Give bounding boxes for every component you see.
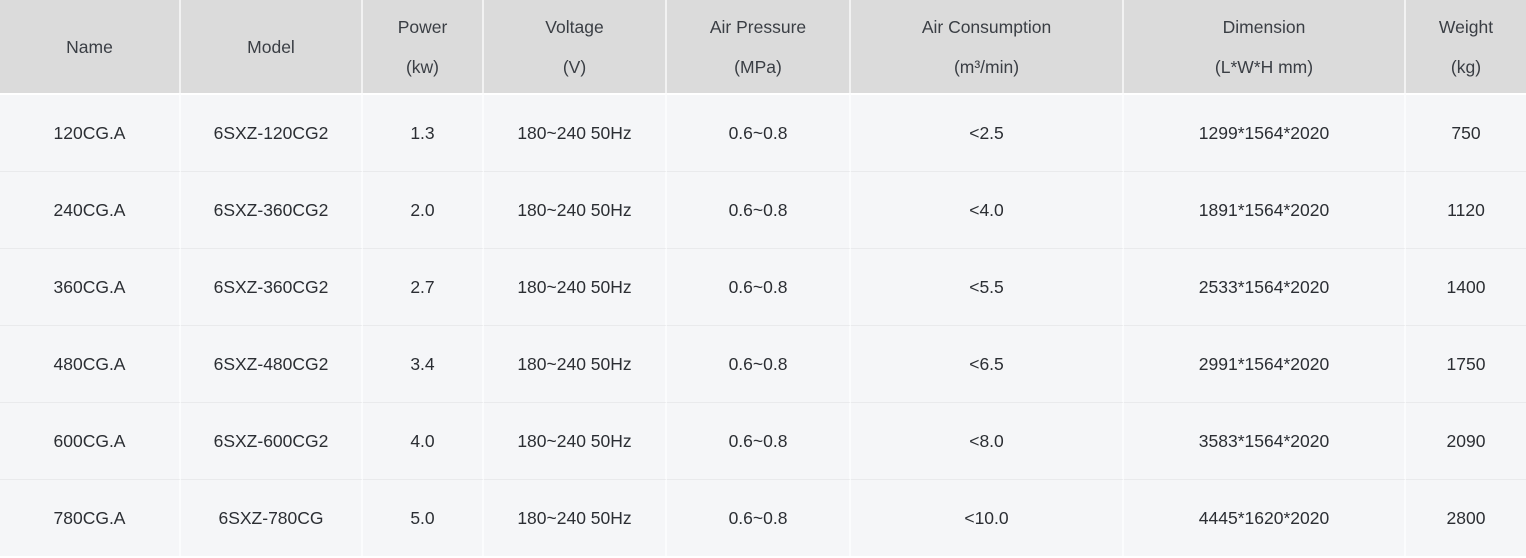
cell-air-consumption: <4.0 — [851, 171, 1124, 248]
col-header-dimension: Dimension (L*W*H mm) — [1124, 0, 1406, 93]
cell-voltage: 180~240 50Hz — [484, 171, 667, 248]
col-header-voltage: Voltage (V) — [484, 0, 667, 93]
table-row: 360CG.A 6SXZ-360CG2 2.7 180~240 50Hz 0.6… — [0, 248, 1526, 325]
cell-model: 6SXZ-360CG2 — [181, 171, 363, 248]
cell-weight: 2090 — [1406, 402, 1526, 479]
cell-power: 5.0 — [363, 479, 484, 556]
col-header-weight: Weight (kg) — [1406, 0, 1526, 93]
col-header-label: Air Consumption — [921, 16, 1052, 37]
col-header-label: Air Pressure — [709, 16, 807, 37]
cell-air-consumption: <10.0 — [851, 479, 1124, 556]
cell-model: 6SXZ-600CG2 — [181, 402, 363, 479]
table-row: 240CG.A 6SXZ-360CG2 2.0 180~240 50Hz 0.6… — [0, 171, 1526, 248]
col-header-air-consumption: Air Consumption (m³/min) — [851, 0, 1124, 93]
cell-air-pressure: 0.6~0.8 — [667, 402, 851, 479]
table-row: 600CG.A 6SXZ-600CG2 4.0 180~240 50Hz 0.6… — [0, 402, 1526, 479]
col-header-power: Power (kw) — [363, 0, 484, 93]
col-header-unit: (V) — [562, 56, 587, 77]
cell-power: 1.3 — [363, 93, 484, 171]
col-header-unit: (MPa) — [734, 56, 782, 77]
cell-dimension: 1891*1564*2020 — [1124, 171, 1406, 248]
table-header: Name Model Power (kw) Voltage (V) Air Pr… — [0, 0, 1526, 93]
header-row: Name Model Power (kw) Voltage (V) Air Pr… — [0, 0, 1526, 93]
cell-model: 6SXZ-480CG2 — [181, 325, 363, 402]
cell-name: 780CG.A — [0, 479, 181, 556]
cell-name: 240CG.A — [0, 171, 181, 248]
cell-name: 480CG.A — [0, 325, 181, 402]
cell-air-pressure: 0.6~0.8 — [667, 479, 851, 556]
cell-air-pressure: 0.6~0.8 — [667, 248, 851, 325]
cell-weight: 1120 — [1406, 171, 1526, 248]
cell-voltage: 180~240 50Hz — [484, 93, 667, 171]
cell-air-pressure: 0.6~0.8 — [667, 93, 851, 171]
cell-voltage: 180~240 50Hz — [484, 325, 667, 402]
col-header-label: Power — [397, 16, 448, 37]
cell-air-consumption: <2.5 — [851, 93, 1124, 171]
cell-model: 6SXZ-360CG2 — [181, 248, 363, 325]
cell-power: 2.7 — [363, 248, 484, 325]
col-header-label: Weight — [1438, 16, 1494, 37]
table-body: 120CG.A 6SXZ-120CG2 1.3 180~240 50Hz 0.6… — [0, 93, 1526, 556]
col-header-unit: (kw) — [405, 56, 440, 77]
cell-model: 6SXZ-780CG — [181, 479, 363, 556]
cell-name: 600CG.A — [0, 402, 181, 479]
col-header-unit: (L*W*H mm) — [1214, 56, 1314, 77]
cell-weight: 750 — [1406, 93, 1526, 171]
col-header-air-pressure: Air Pressure (MPa) — [667, 0, 851, 93]
cell-air-pressure: 0.6~0.8 — [667, 171, 851, 248]
col-header-label: Voltage — [545, 16, 604, 37]
col-header-label: Name — [66, 36, 113, 57]
cell-air-pressure: 0.6~0.8 — [667, 325, 851, 402]
cell-dimension: 2533*1564*2020 — [1124, 248, 1406, 325]
col-header-label: Dimension — [1222, 16, 1306, 37]
cell-dimension: 1299*1564*2020 — [1124, 93, 1406, 171]
cell-air-consumption: <5.5 — [851, 248, 1124, 325]
cell-power: 4.0 — [363, 402, 484, 479]
cell-weight: 1400 — [1406, 248, 1526, 325]
cell-dimension: 3583*1564*2020 — [1124, 402, 1406, 479]
cell-name: 360CG.A — [0, 248, 181, 325]
col-header-label: Model — [247, 36, 295, 57]
cell-name: 120CG.A — [0, 93, 181, 171]
table-row: 120CG.A 6SXZ-120CG2 1.3 180~240 50Hz 0.6… — [0, 93, 1526, 171]
table-row: 480CG.A 6SXZ-480CG2 3.4 180~240 50Hz 0.6… — [0, 325, 1526, 402]
col-header-unit: (m³/min) — [953, 56, 1020, 77]
cell-dimension: 4445*1620*2020 — [1124, 479, 1406, 556]
cell-air-consumption: <6.5 — [851, 325, 1124, 402]
cell-power: 2.0 — [363, 171, 484, 248]
cell-weight: 2800 — [1406, 479, 1526, 556]
col-header-unit: (kg) — [1450, 56, 1482, 77]
cell-voltage: 180~240 50Hz — [484, 402, 667, 479]
cell-model: 6SXZ-120CG2 — [181, 93, 363, 171]
cell-voltage: 180~240 50Hz — [484, 248, 667, 325]
cell-weight: 1750 — [1406, 325, 1526, 402]
cell-air-consumption: <8.0 — [851, 402, 1124, 479]
cell-voltage: 180~240 50Hz — [484, 479, 667, 556]
col-header-model: Model — [181, 0, 363, 93]
col-header-name: Name — [0, 0, 181, 93]
table-row: 780CG.A 6SXZ-780CG 5.0 180~240 50Hz 0.6~… — [0, 479, 1526, 556]
cell-dimension: 2991*1564*2020 — [1124, 325, 1406, 402]
cell-power: 3.4 — [363, 325, 484, 402]
